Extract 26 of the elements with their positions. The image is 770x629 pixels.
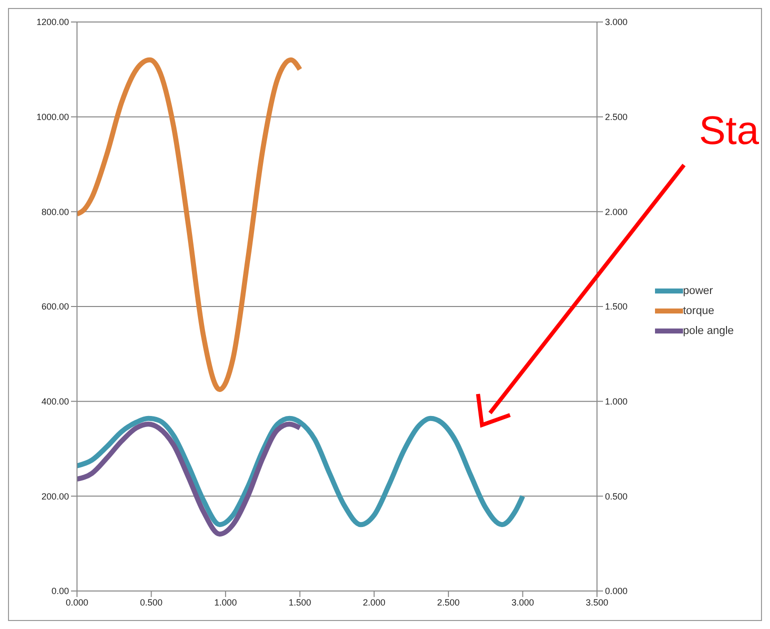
y-tick-label: 0.00	[51, 586, 69, 596]
y-tick-label: 400.00	[41, 396, 69, 407]
x-tick-label: 0.500	[140, 597, 163, 608]
legend-label: power	[683, 284, 713, 296]
x-tick-label: 1.000	[214, 597, 237, 608]
y-tick-label: 800.00	[41, 206, 69, 217]
y2-tick-label: 0.500	[605, 491, 628, 502]
y2-tick-label: 0.000	[605, 586, 628, 596]
y2-tick-label: 2.000	[605, 206, 628, 217]
x-tick-label: 0.000	[66, 597, 88, 608]
y-tick-label: 200.00	[41, 491, 69, 502]
x-tick-label: 3.500	[586, 597, 608, 608]
legend-label: torque	[683, 304, 714, 316]
text: Sta	[699, 109, 760, 154]
y-tick-label: 600.00	[41, 302, 69, 312]
x-tick-label: 1.500	[288, 597, 312, 608]
y2-tick-label: 1.000	[605, 396, 628, 407]
y2-tick-label: 2.500	[605, 112, 628, 122]
x-tick-label: 2.500	[437, 597, 460, 608]
x-tick-label: 2.000	[362, 597, 386, 608]
y-tick-label: 1200.00	[36, 17, 69, 28]
x-tick-label: 3.000	[511, 597, 534, 608]
legend-label: pole angle	[683, 324, 734, 336]
y2-tick-label: 3.000	[605, 17, 628, 28]
y-tick-label: 1000.00	[36, 112, 69, 122]
y2-tick-label: 1.500	[605, 302, 628, 312]
